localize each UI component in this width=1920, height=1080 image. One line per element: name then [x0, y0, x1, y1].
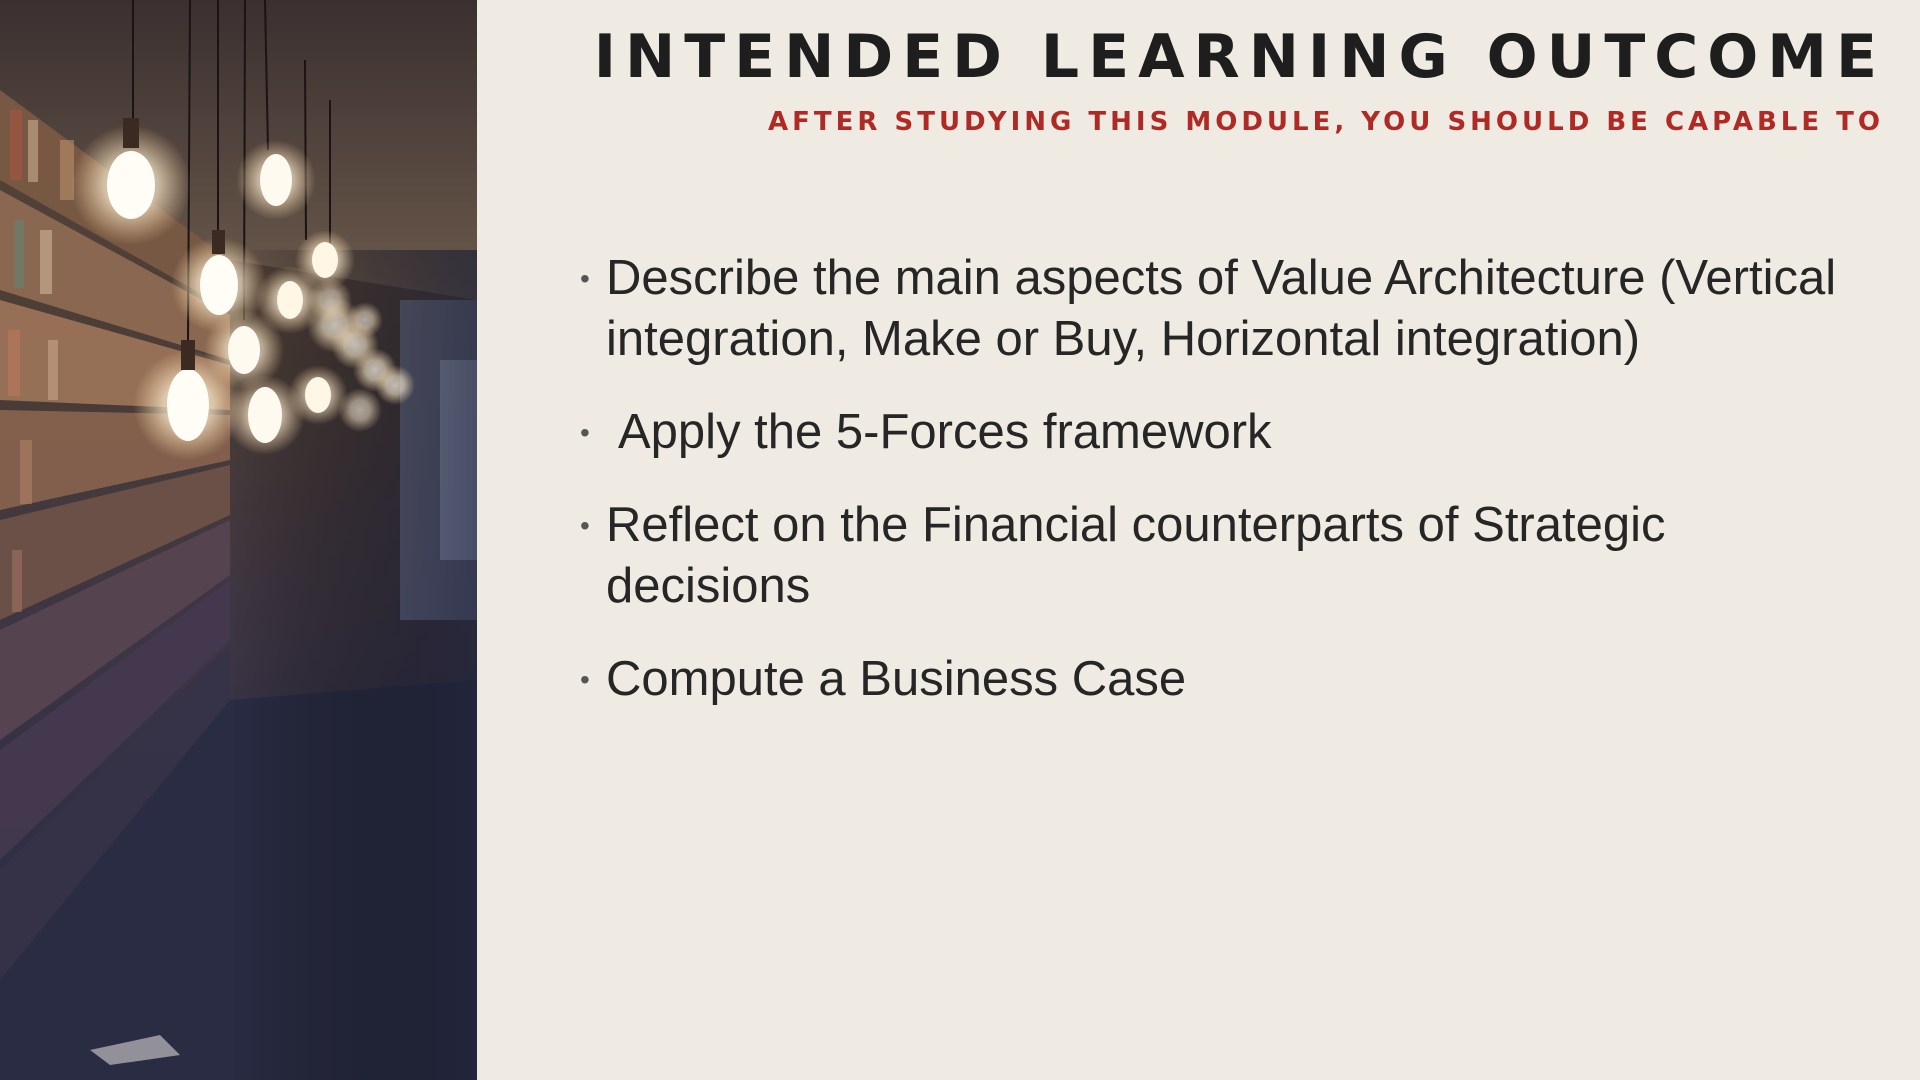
bullet-icon: • [580, 417, 590, 448]
list-item: • Reflect on the Financial counterparts … [580, 495, 1880, 617]
library-bookshelves-image [0, 0, 477, 1080]
list-item: • Compute a Business Case [580, 649, 1880, 710]
bullet-icon: • [580, 510, 590, 541]
outcome-text: Compute a Business Case [606, 652, 1187, 706]
page-subtitle: AFTER STUDYING THIS MODULE, YOU SHOULD B… [768, 107, 1884, 137]
outcome-text: Describe the main aspects of Value Archi… [606, 251, 1837, 366]
learning-outcomes-list: • Describe the main aspects of Value Arc… [580, 248, 1880, 742]
outcome-text: Apply the 5-Forces framework [618, 405, 1272, 459]
page-title: INTENDED LEARNING OUTCOME [593, 22, 1886, 92]
bullet-icon: • [580, 664, 590, 695]
list-item: • Apply the 5-Forces framework [580, 402, 1880, 463]
outcome-text: Reflect on the Financial counterparts of… [606, 498, 1666, 613]
library-photo [0, 0, 477, 1080]
bullet-icon: • [580, 263, 590, 294]
list-item: • Describe the main aspects of Value Arc… [580, 248, 1880, 370]
